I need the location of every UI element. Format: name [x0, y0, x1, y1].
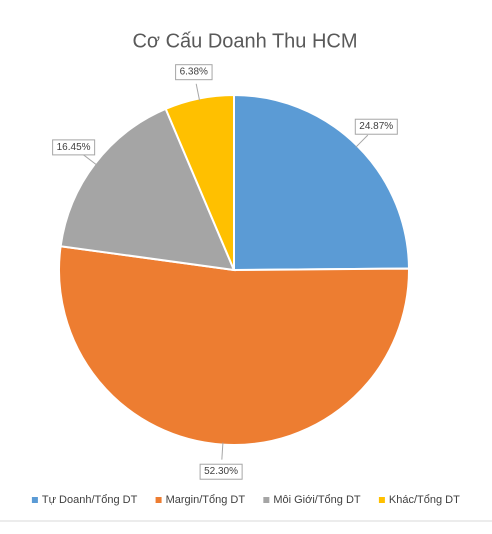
- leader-line: [195, 83, 201, 101]
- leader-line: [82, 154, 97, 166]
- legend-swatch: [378, 497, 385, 503]
- data-label-box: [199, 463, 243, 480]
- legend-label: Môi Giới/Tổng DT: [273, 494, 361, 506]
- data-label: 52.30%: [204, 466, 238, 477]
- legend-swatch: [263, 497, 270, 503]
- legend-label: Margin/Tổng DT: [166, 494, 246, 506]
- legend-label: Tự Doanh/Tổng DT: [42, 494, 138, 506]
- data-label-box: [354, 118, 398, 135]
- chart-title: Cơ Cấu Doanh Thu HCM: [132, 30, 357, 52]
- leader-line: [355, 134, 369, 148]
- data-label-box: [52, 139, 96, 156]
- data-label-box: [175, 64, 213, 81]
- data-label: 16.45%: [57, 142, 91, 153]
- leader-line: [221, 442, 224, 460]
- legend-swatch: [155, 497, 162, 503]
- legend-label: Khác/Tổng DT: [389, 494, 460, 506]
- data-label: 6.38%: [180, 67, 208, 78]
- pie-slice: [58, 245, 410, 446]
- data-label: 24.87%: [359, 121, 393, 132]
- legend-swatch: [31, 497, 38, 503]
